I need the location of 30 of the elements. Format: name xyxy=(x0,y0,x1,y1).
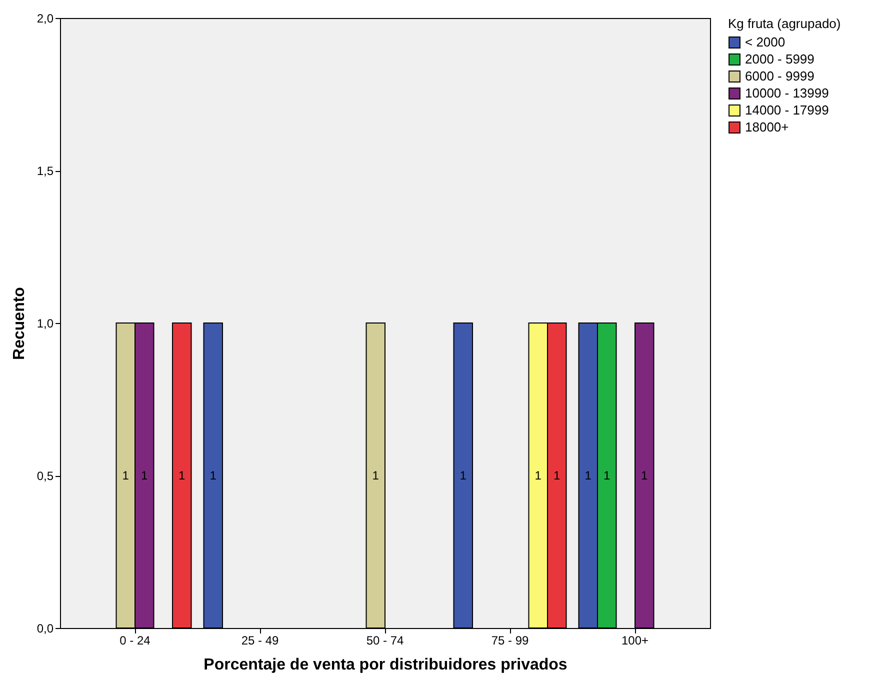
x-tick-label: 100+ xyxy=(621,634,649,648)
data-label: 1 xyxy=(584,468,592,482)
legend-label: < 2000 xyxy=(745,34,786,50)
data-label: 1 xyxy=(554,468,561,482)
data-label: 1 xyxy=(372,468,380,482)
data-label: 1 xyxy=(604,468,611,482)
x-axis-title: Porcentaje de venta por distribuidores privados xyxy=(204,656,568,674)
y-axis-title: Recuento xyxy=(10,286,28,360)
x-tick-label: 0 - 24 xyxy=(120,634,151,648)
legend-label: 6000 - 9999 xyxy=(745,68,814,84)
data-label: 1 xyxy=(534,468,542,482)
data-label: 1 xyxy=(210,468,217,482)
x-tick-label: 25 - 49 xyxy=(241,634,280,648)
data-label: 1 xyxy=(641,468,648,482)
y-tick-label: 1,5 xyxy=(36,164,54,178)
data-label: 1 xyxy=(141,468,148,482)
legend-title: Kg fruta (agrupado) xyxy=(728,16,841,31)
data-label: 1 xyxy=(178,468,186,482)
y-tick-label: 0,5 xyxy=(36,469,54,483)
y-tick-label: 0,0 xyxy=(36,622,54,636)
legend-label: 10000 - 13999 xyxy=(745,86,829,100)
y-tick-label: 1,0 xyxy=(36,316,54,330)
legend-label: 14000 - 17999 xyxy=(745,102,829,118)
legend-label: 2000 - 5999 xyxy=(745,52,814,66)
legend-label: 18000+ xyxy=(745,120,789,134)
y-tick-label: 2,0 xyxy=(36,12,54,26)
x-tick-label: 75 - 99 xyxy=(491,634,530,648)
data-label: 1 xyxy=(122,468,130,482)
data-label: 1 xyxy=(460,468,467,482)
x-tick-label: 50 - 74 xyxy=(366,634,404,648)
